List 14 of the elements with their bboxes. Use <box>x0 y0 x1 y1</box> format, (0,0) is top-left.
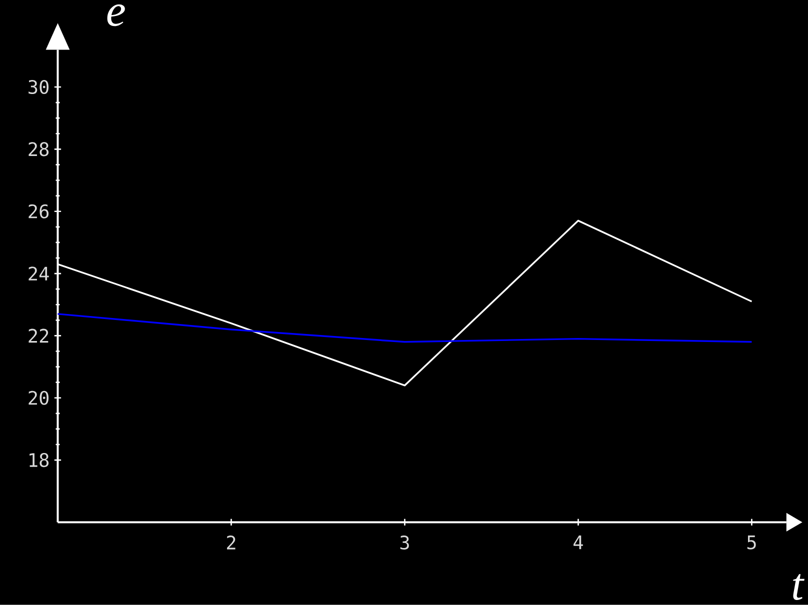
y-tick-label: 18 <box>30 453 49 468</box>
y-tick-label: 28 <box>28 142 49 156</box>
x-tick-label: 3 <box>400 536 409 550</box>
y-tick-label: 30 <box>28 80 49 94</box>
y-tick-label: 22 <box>28 328 48 343</box>
y-tick-label: 20 <box>28 390 49 405</box>
x-tick-label: 5 <box>747 536 756 550</box>
y-tick-label: 24 <box>28 266 49 280</box>
x-axis-title: t <box>793 574 804 600</box>
y-axis-title: e <box>107 4 125 26</box>
y-tick-label: 26 <box>28 204 49 218</box>
line-series <box>56 313 753 343</box>
x-tick-label: 4 <box>574 536 583 550</box>
x-tick-label: 2 <box>227 536 236 550</box>
